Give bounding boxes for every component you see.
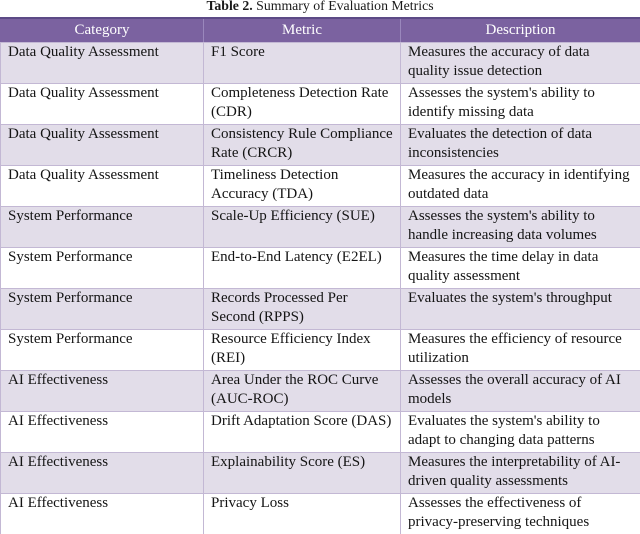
metric-cell: Area Under the ROC Curve (AUC-ROC)	[203, 370, 401, 412]
description-cell: Measures the interpretability of AI-driv…	[400, 452, 640, 494]
metric-cell: F1 Score	[203, 42, 401, 84]
description-cell: Evaluates the detection of data inconsis…	[400, 124, 640, 166]
description-cell: Measures the accuracy in identifying out…	[400, 165, 640, 207]
category-cell: AI Effectiveness	[0, 370, 204, 412]
evaluation-metrics-table: Category Metric Description Data Quality…	[0, 17, 640, 534]
description-cell: Evaluates the system's ability to adapt …	[400, 411, 640, 453]
column-header-metric: Metric	[203, 17, 401, 43]
category-cell: AI Effectiveness	[0, 452, 204, 494]
metric-cell: Consistency Rule Compliance Rate (CRCR)	[203, 124, 401, 166]
metric-cell: Resource Efficiency Index (REI)	[203, 329, 401, 371]
table-row: AI Effectiveness Area Under the ROC Curv…	[0, 370, 640, 412]
description-cell: Measures the time delay in data quality …	[400, 247, 640, 289]
table-row: Data Quality Assessment Completeness Det…	[0, 83, 640, 125]
table-header-row: Category Metric Description	[0, 17, 640, 43]
metric-cell: Explainability Score (ES)	[203, 452, 401, 494]
category-cell: System Performance	[0, 206, 204, 248]
category-cell: Data Quality Assessment	[0, 165, 204, 207]
metric-cell: End-to-End Latency (E2EL)	[203, 247, 401, 289]
metric-cell: Records Processed Per Second (RPPS)	[203, 288, 401, 330]
table-row: Data Quality Assessment Timeliness Detec…	[0, 165, 640, 207]
description-cell: Assesses the overall accuracy of AI mode…	[400, 370, 640, 412]
column-header-description: Description	[400, 17, 640, 43]
category-cell: System Performance	[0, 288, 204, 330]
category-cell: AI Effectiveness	[0, 411, 204, 453]
metric-cell: Timeliness Detection Accuracy (TDA)	[203, 165, 401, 207]
category-cell: AI Effectiveness	[0, 493, 204, 534]
description-cell: Evaluates the system's throughput	[400, 288, 640, 330]
table-body: Data Quality Assessment F1 Score Measure…	[0, 42, 640, 534]
category-cell: System Performance	[0, 329, 204, 371]
metric-cell: Privacy Loss	[203, 493, 401, 534]
category-cell: Data Quality Assessment	[0, 83, 204, 125]
table-header: Category Metric Description	[0, 17, 640, 43]
table-row: System Performance Scale-Up Efficiency (…	[0, 206, 640, 248]
table-row: Data Quality Assessment F1 Score Measure…	[0, 42, 640, 84]
description-cell: Assesses the effectiveness of privacy-pr…	[400, 493, 640, 534]
table-row: System Performance Resource Efficiency I…	[0, 329, 640, 371]
metric-cell: Scale-Up Efficiency (SUE)	[203, 206, 401, 248]
table-row: System Performance End-to-End Latency (E…	[0, 247, 640, 289]
description-cell: Measures the accuracy of data quality is…	[400, 42, 640, 84]
category-cell: System Performance	[0, 247, 204, 289]
category-cell: Data Quality Assessment	[0, 42, 204, 84]
table-row: AI Effectiveness Privacy Loss Assesses t…	[0, 493, 640, 534]
metric-cell: Completeness Detection Rate (CDR)	[203, 83, 401, 125]
table-row: AI Effectiveness Explainability Score (E…	[0, 452, 640, 494]
table-row: System Performance Records Processed Per…	[0, 288, 640, 330]
table-caption: Table 2. Summary of Evaluation Metrics	[0, 0, 640, 14]
metric-cell: Drift Adaptation Score (DAS)	[203, 411, 401, 453]
description-cell: Measures the efficiency of resource util…	[400, 329, 640, 371]
category-cell: Data Quality Assessment	[0, 124, 204, 166]
description-cell: Assesses the system's ability to handle …	[400, 206, 640, 248]
table-caption-label: Table 2.	[206, 0, 253, 13]
description-cell: Assesses the system's ability to identif…	[400, 83, 640, 125]
table-caption-text: Summary of Evaluation Metrics	[252, 0, 434, 13]
table-row: AI Effectiveness Drift Adaptation Score …	[0, 411, 640, 453]
table-row: Data Quality Assessment Consistency Rule…	[0, 124, 640, 166]
column-header-category: Category	[0, 17, 204, 43]
